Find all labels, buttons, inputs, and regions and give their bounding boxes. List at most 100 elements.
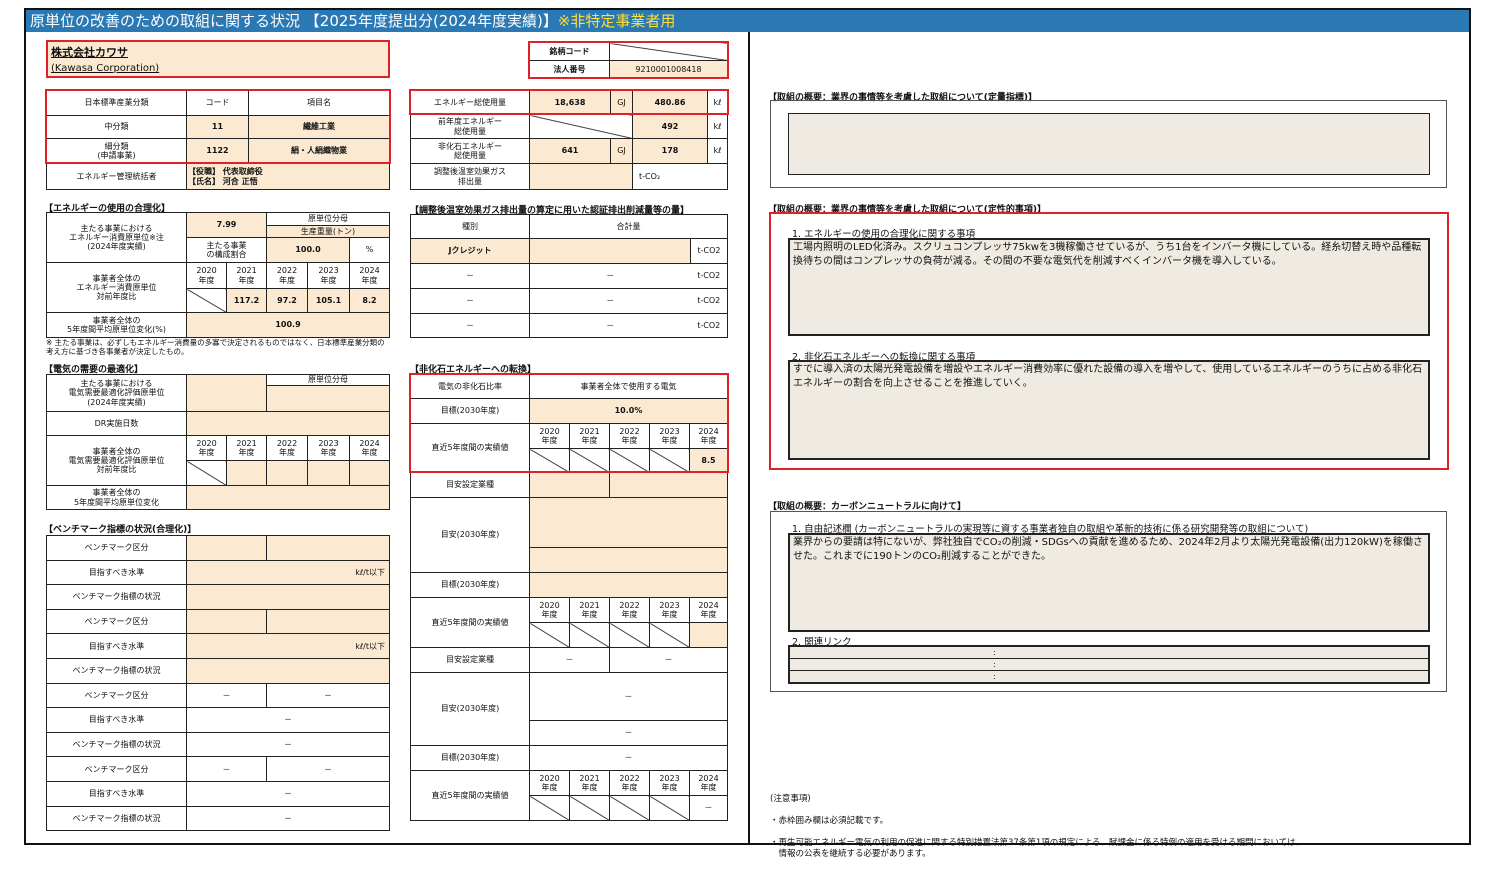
target-value bbox=[529, 572, 728, 598]
benchmark-value bbox=[186, 584, 390, 610]
notes-title: (注意事項) bbox=[770, 794, 811, 804]
link-row[interactable]: : bbox=[790, 659, 1428, 671]
ghg-value bbox=[529, 163, 633, 190]
dr-days-label: DR実施日数 bbox=[46, 411, 187, 436]
stock-code-value bbox=[609, 42, 728, 61]
result-cell bbox=[609, 622, 650, 648]
benchmark-category: － bbox=[266, 756, 390, 782]
quant-section bbox=[770, 100, 1447, 188]
qual2-text-field[interactable]: すでに導入済の太陽光発電設備を増設やエネルギー消費効率に優れた設備の導入を増やし… bbox=[788, 360, 1430, 460]
demand-ratio-2022 bbox=[266, 460, 308, 486]
benchmark-category bbox=[186, 535, 267, 561]
benchmark-row: ベンチマーク区分 bbox=[46, 608, 390, 635]
benchmark-value: － bbox=[186, 780, 390, 807]
demand-intensity-value bbox=[186, 374, 267, 412]
guide-value: － bbox=[529, 672, 728, 721]
credit-amount-header: 合計量 bbox=[529, 214, 728, 239]
prev-energy-kl: 492 bbox=[632, 114, 708, 139]
target-value: － bbox=[529, 745, 728, 771]
total-energy-kl: 480.86 bbox=[632, 90, 708, 115]
rationalization-heading: 【エネルギーの使用の合理化】 bbox=[44, 204, 171, 214]
benchmark-value bbox=[186, 657, 390, 684]
link-row[interactable]: : bbox=[790, 647, 1428, 659]
year-header: 2021 年度 bbox=[226, 262, 267, 289]
cn1-text-field[interactable]: 業界からの要請は特にないが、弊社独自でCO₂の削減・SDGsへの貢献を進めるため… bbox=[788, 533, 1430, 632]
benchmark-label: ベンチマーク区分 bbox=[46, 535, 187, 561]
benchmark-row: 目指すべき水準－ bbox=[46, 707, 390, 733]
benchmark-label: 目指すべき水準 bbox=[46, 707, 187, 733]
year-header: 2024 年度 bbox=[689, 423, 728, 449]
credits-table: 種別 合計量 Jクレジット t-CO2 －－ t-CO2 －－ t-CO2 －－ t-CO… bbox=[410, 214, 728, 338]
ratio-2021: 117.2 bbox=[226, 288, 267, 313]
benchmark-category bbox=[266, 608, 390, 635]
quant-text-field[interactable] bbox=[788, 113, 1430, 175]
denominator-value: 生産重量(トン) bbox=[266, 225, 390, 238]
ratio-2023: 105.1 bbox=[307, 288, 350, 313]
benchmark-value: kℓ/t以下 bbox=[186, 559, 390, 586]
demand-ratio-2023 bbox=[307, 460, 350, 486]
benchmark-label: ベンチマーク指標の状況 bbox=[46, 731, 187, 758]
year-header: 2023 年度 bbox=[649, 423, 690, 449]
year-header: 2020 年度 bbox=[186, 435, 227, 461]
cn-section bbox=[770, 511, 1447, 692]
year-header: 2021 年度 bbox=[569, 770, 610, 796]
demand-ratio-label: 事業者全体の 電気需要最適化評価原単位 対前年度比 bbox=[46, 435, 187, 486]
benchmark-category bbox=[186, 608, 267, 635]
result-2023 bbox=[649, 448, 690, 473]
benchmark-label: 目指すべき水準 bbox=[46, 559, 187, 586]
links-title: 2. 関連リンク bbox=[792, 637, 852, 648]
year-header: 2024 年度 bbox=[349, 435, 390, 461]
year-header: 2024 年度 bbox=[689, 770, 728, 796]
link-row[interactable]: : bbox=[993, 672, 996, 681]
benchmark-label: ベンチマーク指標の状況 bbox=[46, 584, 187, 610]
ratio-2020 bbox=[186, 288, 227, 313]
column-divider bbox=[748, 32, 750, 844]
document-frame bbox=[24, 8, 1471, 845]
company-box: 株式会社カワサ (Kawasa Corporation) bbox=[46, 40, 390, 78]
benchmark-row: ベンチマーク指標の状況－ bbox=[46, 731, 390, 758]
benchmark-category: － bbox=[266, 682, 390, 709]
demand-denominator-value bbox=[266, 385, 390, 412]
result-cell bbox=[649, 795, 690, 821]
name-header: 項目名 bbox=[248, 90, 390, 116]
benchmark-category: － bbox=[186, 682, 267, 709]
demand-avg-value bbox=[186, 485, 390, 510]
code-header: コード bbox=[186, 90, 249, 116]
target-value: 10.0% bbox=[529, 398, 728, 424]
year-header: 2023 年度 bbox=[307, 435, 350, 461]
guide-industry-value bbox=[609, 472, 728, 498]
results-label: 直近5年度間の実績値 bbox=[410, 423, 530, 473]
denominator-label: 原単位分母 bbox=[266, 212, 390, 226]
year-header: 2022 年度 bbox=[609, 597, 650, 623]
benchmark-label: ベンチマーク区分 bbox=[46, 608, 187, 635]
page-title-highlight: ※非特定事業者用 bbox=[557, 12, 676, 30]
year-header: 2022 年度 bbox=[609, 770, 650, 796]
credit-amount bbox=[529, 238, 691, 264]
year-header: 2022 年度 bbox=[266, 435, 308, 461]
avg-change-label: 事業者全体の 5年度間平均原単位変化(%) bbox=[46, 312, 187, 338]
minor-class-code: 1122 bbox=[186, 138, 249, 164]
qual1-text-field[interactable]: 工場内照明のLED化済み。スクリュコンプレッサ75kwを3機稼働させているが、う… bbox=[788, 238, 1430, 336]
benchmark-heading: 【ベンチマーク指標の状況(合理化)】 bbox=[44, 525, 197, 535]
guide-industry-label: 目安設定業種 bbox=[410, 472, 530, 498]
manager-name: 【氏名】 河合 正悟 bbox=[188, 176, 258, 186]
guide-label: 目安(2030年度) bbox=[410, 672, 530, 746]
nonfossil-energy-label: 非化石エネルギー 総使用量 bbox=[410, 138, 530, 164]
year-header: 2024 年度 bbox=[689, 597, 728, 623]
benchmark-row: 目指すべき水準 kℓ/t以下 bbox=[46, 559, 390, 586]
minor-class-label: 細分類 (申請事業) bbox=[46, 138, 187, 164]
rationalization-note: ※ 主たる事業は、必ずしもエネルギー消費量の多寡で決定されるものではなく、日本標… bbox=[46, 338, 385, 356]
credit-unit: t-CO2 bbox=[690, 263, 728, 289]
total-energy-gj: 18,638 bbox=[529, 90, 611, 115]
year-header: 2020 年度 bbox=[529, 423, 570, 449]
cn-heading: 【取組の概要：カーボンニュートラルに向けて】 bbox=[768, 502, 967, 512]
guide-industry-value: － bbox=[609, 647, 728, 673]
industry-table: 日本標準産業分類 コード 項目名 中分類 11 繊維工業 細分類 (申請事業) 1122 絹… bbox=[46, 90, 390, 190]
year-header: 2021 年度 bbox=[569, 423, 610, 449]
year-header: 2021 年度 bbox=[226, 435, 267, 461]
note-item: ・再生可能エネルギー電気の利用の促進に関する特別措置法第37条第1項の規定による… bbox=[770, 838, 1305, 859]
result-cell bbox=[569, 795, 610, 821]
benchmark-value: － bbox=[186, 707, 390, 733]
credit-unit: t-CO2 bbox=[690, 313, 728, 338]
nonfossil-energy-gj: 641 bbox=[529, 138, 611, 164]
